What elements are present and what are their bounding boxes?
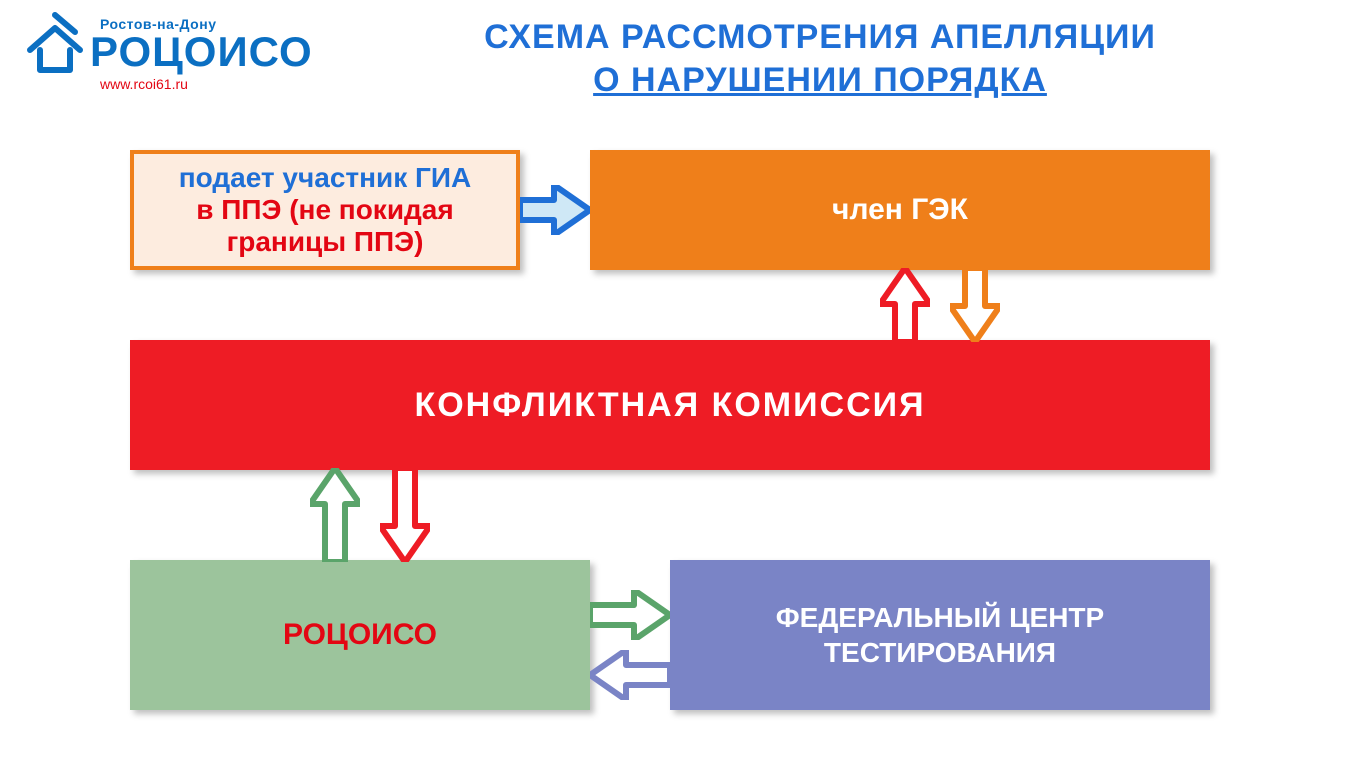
arrow-federal-to-rcoiso (590, 650, 670, 705)
arrow-gek-to-commission (950, 268, 1000, 347)
box-conflict-commission: КОНФЛИКТНАЯ КОМИССИЯ (130, 340, 1210, 470)
box-applicant: подает участник ГИА в ППЭ (не покидая гр… (130, 150, 520, 270)
arrow-commission-to-gek (880, 268, 930, 347)
box-applicant-line1: подает участник ГИА (152, 162, 498, 194)
box-applicant-line2: в ППЭ (не покидая границы ППЭ) (152, 194, 498, 258)
box-federal-center-label: ФЕДЕРАЛЬНЫЙ ЦЕНТР ТЕСТИРОВАНИЯ (670, 600, 1210, 670)
box-federal-center: ФЕДЕРАЛЬНЫЙ ЦЕНТР ТЕСТИРОВАНИЯ (670, 560, 1210, 710)
box-gek-member-label: член ГЭК (832, 193, 968, 227)
box-conflict-commission-label: КОНФЛИКТНАЯ КОМИССИЯ (414, 386, 925, 425)
box-gek-member: член ГЭК (590, 150, 1210, 270)
arrow-rcoiso-to-federal (590, 590, 670, 645)
flow-canvas: подает участник ГИА в ППЭ (не покидая гр… (0, 0, 1365, 768)
box-rcoiso: РОЦОИСО (130, 560, 590, 710)
box-rcoiso-label: РОЦОИСО (283, 618, 437, 652)
arrow-rcoiso-to-commission (310, 468, 360, 567)
arrow-applicant-to-gek (520, 185, 590, 240)
arrow-commission-to-rcoiso (380, 468, 430, 567)
